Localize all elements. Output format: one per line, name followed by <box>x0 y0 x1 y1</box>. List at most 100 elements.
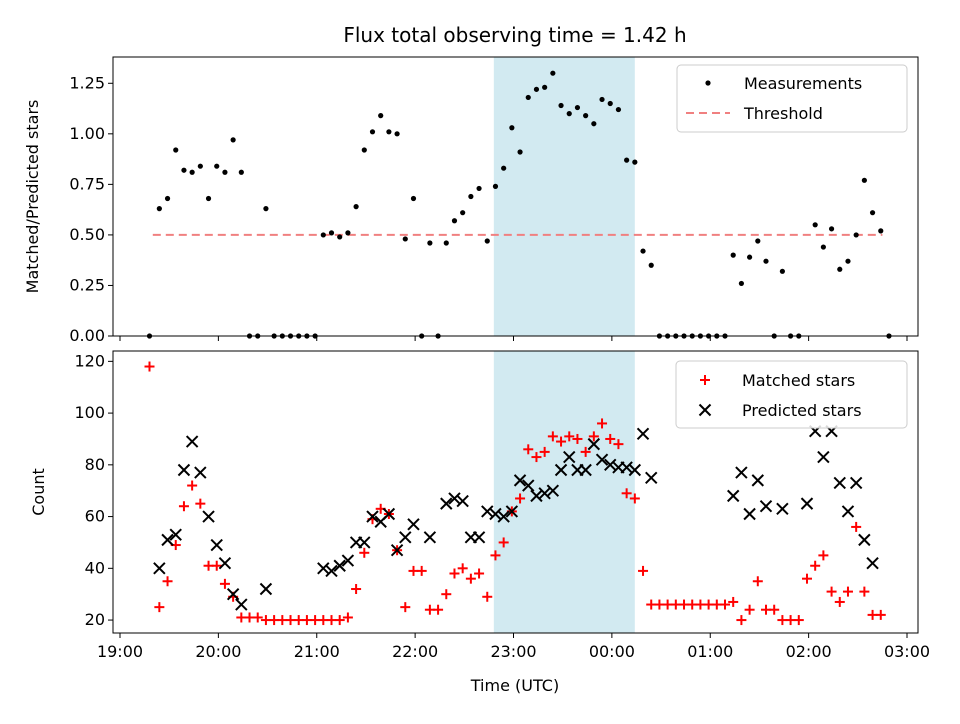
cross-b <box>481 505 494 518</box>
cross-b <box>153 562 166 575</box>
measurement-point <box>828 226 835 232</box>
measurement-point <box>624 157 630 163</box>
cross-b <box>325 564 338 578</box>
legend-box <box>676 64 908 133</box>
measurement-point <box>558 102 564 109</box>
measurement-point <box>607 100 613 107</box>
x-tick-label: 02:00 <box>786 642 832 661</box>
matched-star-point <box>801 573 812 584</box>
cross-b <box>849 476 863 490</box>
measurement-point <box>230 137 236 143</box>
cross-b <box>185 435 199 448</box>
cross-b <box>595 453 609 466</box>
legend-label-threshold: Threshold <box>743 104 823 123</box>
legend-label-measurements: Measurements <box>744 74 862 93</box>
highlight-span <box>493 57 635 336</box>
cross-b <box>546 484 560 497</box>
matched-star-point <box>875 609 886 620</box>
cross-b <box>382 507 396 521</box>
predicted-star-point <box>554 463 568 477</box>
measurement-point <box>566 111 572 117</box>
matched-star-point <box>457 563 468 574</box>
predicted-star-point <box>407 518 420 531</box>
predicted-star-point <box>645 471 658 484</box>
measurement-point <box>181 167 187 173</box>
measurement-point <box>394 131 400 137</box>
matched-star-point <box>498 537 509 548</box>
cross-b <box>317 562 330 575</box>
cross-b <box>194 466 207 479</box>
bottom-legend: Matched stars Predicted stars <box>675 360 908 429</box>
bottom-plot: 20 40 60 80 100 120 19:00 20:00 21:00 22:00 23:00 0… <box>29 350 930 661</box>
cross-b <box>645 471 658 484</box>
measurement-point <box>525 94 531 101</box>
predicted-star-point <box>776 502 789 516</box>
measurement-point <box>640 248 646 254</box>
legend-marker-predicted <box>698 403 712 417</box>
measurement-point <box>222 169 228 175</box>
measurement-point <box>574 104 581 111</box>
cross-b <box>505 505 519 518</box>
cross-b <box>489 507 502 521</box>
cross-b <box>817 450 830 464</box>
matched-star-point <box>416 565 427 576</box>
matched-star-point <box>605 433 616 444</box>
cross-b <box>636 427 650 440</box>
cross-b <box>235 598 248 611</box>
x-axis-label: Time (UTC) <box>470 676 559 695</box>
cross-b <box>776 502 789 516</box>
predicted-star-point <box>858 533 871 547</box>
y-axis-label: Count <box>29 468 48 516</box>
predicted-star-point <box>489 507 502 521</box>
measurement-point <box>632 159 638 165</box>
measurement-point <box>410 195 417 202</box>
predicted-star-point <box>817 450 830 464</box>
predicted-star-point <box>636 427 650 440</box>
matched-star-point <box>449 568 460 579</box>
top-plot: 0.00 0.25 0.50 0.75 1.00 1.25 Matched/Predicte… <box>23 56 919 345</box>
cross-b <box>399 531 412 544</box>
predicted-star-point <box>604 458 617 472</box>
top-legend: Measurements Threshold <box>676 64 908 133</box>
predicted-star-point <box>538 487 551 500</box>
matched-star-point <box>826 586 837 597</box>
predicted-star-point <box>841 505 855 518</box>
predicted-star-point <box>735 466 748 479</box>
cross-b <box>726 489 740 503</box>
matched-star-point <box>744 604 755 615</box>
matched-star-point <box>810 560 821 571</box>
predicted-star-point <box>440 497 453 510</box>
matched-star-point <box>842 586 853 597</box>
matched-star-point <box>859 586 870 597</box>
cross-b <box>751 474 765 487</box>
matched-star-point <box>597 418 608 429</box>
measurement-point <box>214 163 220 169</box>
x-tick-label: 00:00 <box>589 642 635 661</box>
predicted-star-point <box>751 474 765 487</box>
measurement-point <box>205 195 212 202</box>
predicted-star-point <box>800 497 814 510</box>
measurement-point <box>550 70 556 76</box>
cross-b <box>341 554 355 567</box>
measurement-point <box>164 195 171 202</box>
cross-b <box>513 474 527 487</box>
predicted-star-point <box>481 505 494 518</box>
matched-star-point <box>359 547 370 558</box>
predicted-star-point <box>595 453 609 466</box>
matched-star-point <box>834 596 845 607</box>
x-tick-label: 23:00 <box>490 642 536 661</box>
cross-b <box>448 492 461 505</box>
predicted-star-point <box>390 544 404 557</box>
measurement-point <box>427 240 433 246</box>
cross-b <box>743 507 756 521</box>
predicted-star-point <box>399 531 412 544</box>
matched-star-point <box>851 521 862 532</box>
measurement-point <box>615 106 622 113</box>
matched-star-point <box>613 439 624 450</box>
predicted-star-point <box>759 500 773 513</box>
measurement-point <box>492 183 499 189</box>
matched-star-point <box>523 444 534 455</box>
matched-star-point <box>342 612 353 623</box>
x-tick-label: 21:00 <box>294 642 340 661</box>
measurement-point <box>451 218 458 224</box>
